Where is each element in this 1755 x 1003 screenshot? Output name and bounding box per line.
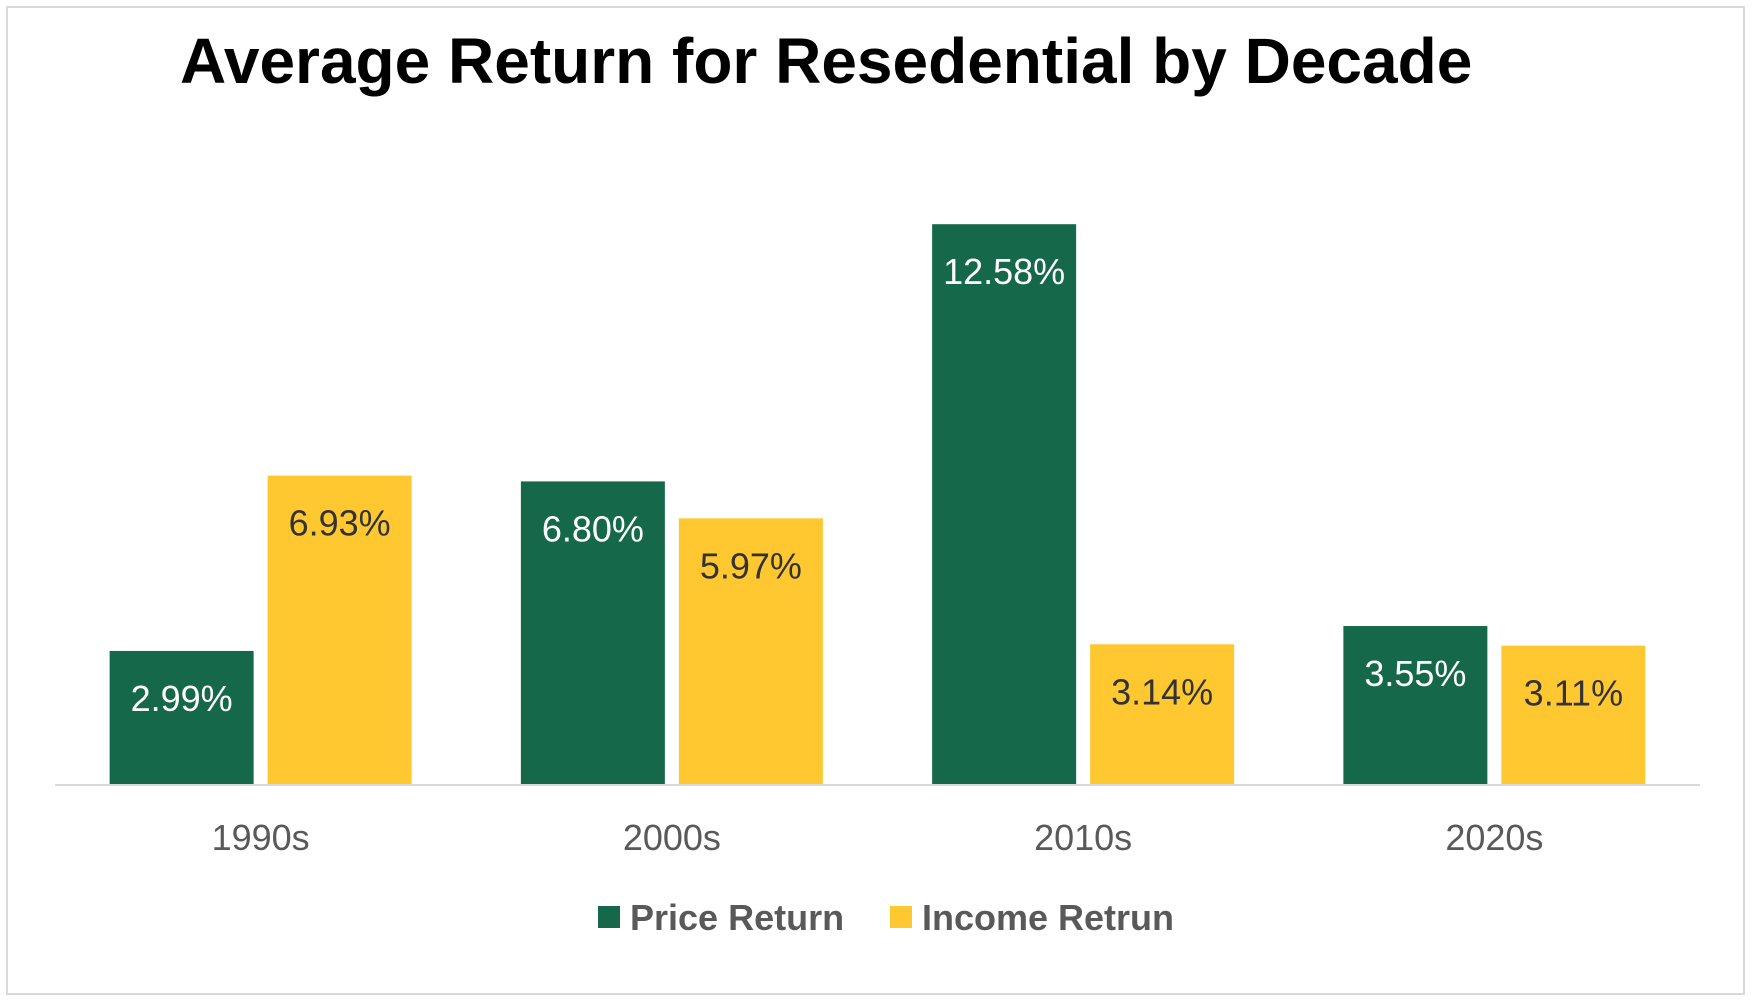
data-label: 5.97% <box>700 545 802 586</box>
bar-income-retrun-2000s <box>678 518 823 784</box>
x-tick-label: 2000s <box>623 817 721 858</box>
data-label: 3.14% <box>1111 671 1213 712</box>
legend-swatch <box>598 906 620 928</box>
data-label: 12.58% <box>943 251 1065 292</box>
bar-price-return-1990s <box>109 650 254 784</box>
data-label: 3.55% <box>1364 653 1466 694</box>
bar-price-return-2010s <box>932 224 1077 784</box>
legend-label: Price Return <box>630 897 844 938</box>
legend-label: Income Retrun <box>922 897 1174 938</box>
bar-income-retrun-2010s <box>1090 644 1235 784</box>
x-tick-label: 2020s <box>1445 817 1543 858</box>
x-tick-label: 1990s <box>212 817 310 858</box>
data-label: 6.80% <box>542 508 644 549</box>
data-label: 2.99% <box>131 678 233 719</box>
chart-title: Average Return for Resedential by Decade <box>180 25 1473 97</box>
legend-swatch <box>890 906 912 928</box>
data-label: 3.11% <box>1524 673 1623 714</box>
x-tick-label: 2010s <box>1034 817 1132 858</box>
bar-income-retrun-2020s <box>1501 645 1646 784</box>
bar-price-return-2000s <box>520 481 665 784</box>
bar-income-retrun-1990s <box>267 475 412 784</box>
bar-price-return-2020s <box>1343 626 1488 784</box>
data-label: 6.93% <box>289 503 391 544</box>
